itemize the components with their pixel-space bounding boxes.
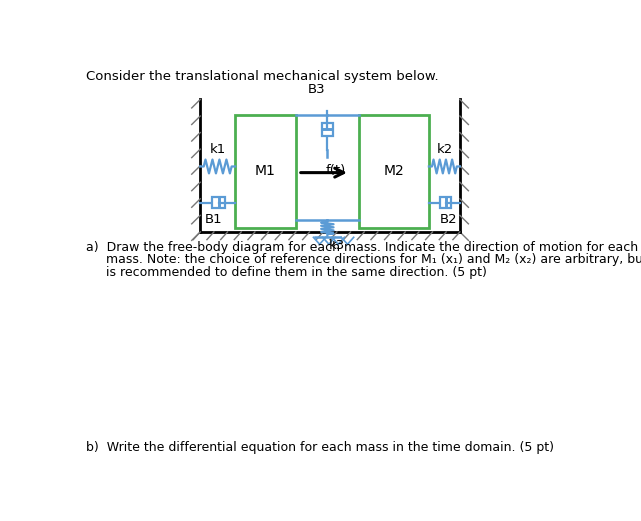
Text: f(t): f(t) <box>326 164 345 177</box>
Text: k1: k1 <box>210 143 226 156</box>
Text: mass. Note: the choice of reference directions for M₁ (x₁) and M₂ (x₂) are arbit: mass. Note: the choice of reference dire… <box>87 254 641 266</box>
Text: a)  Draw the free-body diagram for each mass. Indicate the direction of motion f: a) Draw the free-body diagram for each m… <box>87 241 638 254</box>
Text: b)  Write the differential equation for each mass in the time domain. (5 pt): b) Write the differential equation for e… <box>87 441 554 454</box>
Text: B1: B1 <box>205 213 222 226</box>
Bar <box>440 197 451 208</box>
Bar <box>359 115 429 228</box>
Text: k2: k2 <box>437 143 453 156</box>
Text: M1: M1 <box>255 165 276 179</box>
Text: is recommended to define them in the same direction. (5 pt): is recommended to define them in the sam… <box>87 266 487 279</box>
Text: k3: k3 <box>329 239 345 252</box>
Bar <box>322 122 333 136</box>
Text: Consider the translational mechanical system below.: Consider the translational mechanical sy… <box>87 70 439 83</box>
Text: B2: B2 <box>440 213 457 226</box>
Text: M2: M2 <box>383 165 404 179</box>
Bar <box>235 115 296 228</box>
Text: B3: B3 <box>308 83 325 96</box>
Bar <box>212 197 224 208</box>
